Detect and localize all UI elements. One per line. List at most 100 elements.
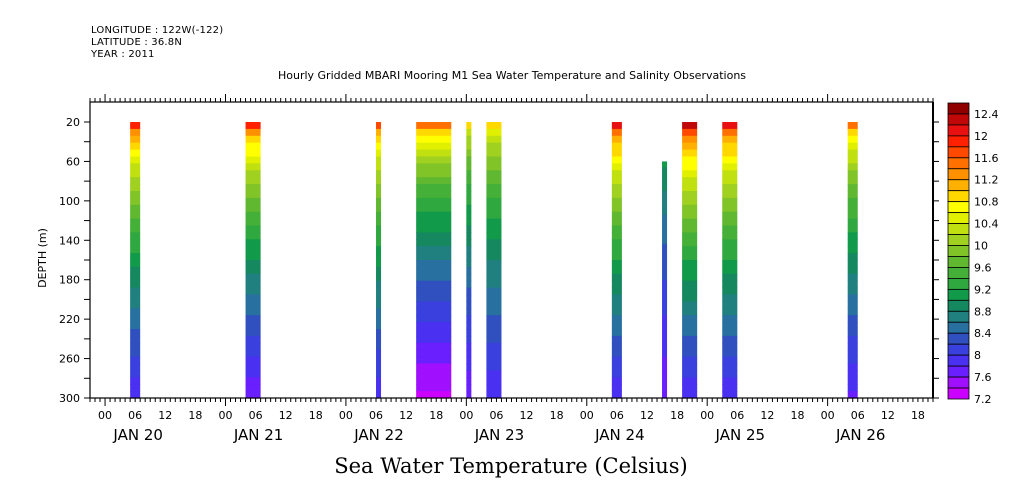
x-tick-label: 12 bbox=[640, 409, 654, 422]
temperature-cell bbox=[847, 342, 858, 351]
temperature-cell bbox=[416, 280, 452, 289]
temperature-cell bbox=[611, 177, 622, 185]
temperature-cell bbox=[682, 377, 698, 385]
temperature-cell bbox=[416, 232, 452, 240]
colorbar-swatch bbox=[947, 354, 970, 367]
temperature-cell bbox=[245, 301, 261, 309]
x-tick-label: 06 bbox=[489, 409, 503, 422]
temperature-cell bbox=[682, 218, 698, 227]
temperature-cell bbox=[466, 128, 472, 137]
temperature-cell bbox=[682, 239, 698, 247]
temperature-cell bbox=[611, 294, 622, 302]
x-tick-label: 06 bbox=[369, 409, 383, 422]
temperature-cell bbox=[611, 191, 622, 199]
temperature-cell bbox=[722, 266, 738, 275]
temperature-cell bbox=[466, 239, 472, 247]
temperature-cell bbox=[376, 260, 382, 268]
temperature-cell bbox=[130, 170, 141, 178]
temperature-cell bbox=[416, 363, 452, 371]
temperature-cell bbox=[376, 363, 382, 371]
temperature-cell bbox=[416, 218, 452, 227]
temperature-cell bbox=[245, 335, 261, 344]
x-day-label: JAN 26 bbox=[835, 426, 886, 444]
temperature-cell bbox=[662, 309, 668, 316]
x-tick-label: 12 bbox=[760, 409, 774, 422]
temperature-cell bbox=[847, 391, 858, 399]
temperature-cell bbox=[486, 225, 502, 233]
colorbar-swatch bbox=[947, 387, 970, 400]
temperature-cell bbox=[847, 232, 858, 240]
temperature-cell bbox=[245, 370, 261, 378]
temperature-cell bbox=[466, 273, 472, 282]
temperature-cell bbox=[130, 260, 141, 268]
temperature-cell bbox=[130, 273, 141, 282]
colorbar-swatch bbox=[947, 299, 970, 312]
temperature-cell bbox=[130, 322, 141, 330]
temperature-cell bbox=[245, 280, 261, 289]
temperature-cell bbox=[245, 315, 261, 323]
temperature-cell bbox=[416, 349, 452, 358]
temperature-cell bbox=[245, 391, 261, 399]
temperature-cell bbox=[682, 370, 698, 378]
temperature-cell bbox=[416, 308, 452, 316]
temperature-cell bbox=[662, 214, 668, 222]
temperature-cell bbox=[847, 335, 858, 344]
temperature-cell bbox=[611, 204, 622, 213]
temperature-cell bbox=[611, 308, 622, 316]
temperature-cell bbox=[245, 122, 261, 130]
temperature-cell bbox=[486, 149, 502, 158]
temperature-cell bbox=[611, 232, 622, 240]
temperature-cell bbox=[486, 266, 502, 275]
colorbar-swatch bbox=[947, 179, 970, 192]
temperature-cell bbox=[245, 197, 261, 206]
temperature-column bbox=[486, 122, 502, 399]
temperature-cell bbox=[682, 329, 698, 337]
colorbar-swatch bbox=[947, 310, 970, 323]
temperature-cell bbox=[847, 280, 858, 289]
temperature-cell bbox=[662, 250, 668, 257]
temperature-cell bbox=[662, 374, 668, 381]
temperature-cell bbox=[722, 260, 738, 268]
temperature-cell bbox=[662, 261, 668, 269]
temperature-cell bbox=[682, 170, 698, 178]
temperature-cell bbox=[416, 370, 452, 378]
temperature-cell bbox=[847, 218, 858, 227]
colorbar-swatch bbox=[947, 168, 970, 181]
temperature-cell bbox=[662, 285, 668, 293]
temperature-cell bbox=[662, 315, 668, 322]
temperature-cell bbox=[611, 239, 622, 247]
temperature-cell bbox=[722, 142, 738, 151]
temperature-cell bbox=[662, 327, 668, 334]
temperature-cell bbox=[611, 329, 622, 337]
colorbar-swatch bbox=[947, 146, 970, 159]
colorbar-label: 12 bbox=[974, 130, 988, 143]
temperature-cell bbox=[611, 342, 622, 351]
colorbar-swatch bbox=[947, 365, 970, 378]
colorbar-swatch bbox=[947, 212, 970, 224]
temperature-cell bbox=[130, 211, 141, 220]
temperature-cell bbox=[682, 356, 698, 365]
temperature-cell bbox=[662, 256, 668, 263]
chart-subtitle: Sea Water Temperature (Celsius) bbox=[334, 454, 688, 478]
temperature-cell bbox=[847, 122, 858, 130]
x-day-label: JAN 21 bbox=[233, 426, 284, 444]
temperature-cell bbox=[722, 122, 738, 130]
temperature-cell bbox=[662, 173, 668, 180]
temperature-cell bbox=[245, 384, 261, 392]
temperature-column bbox=[722, 122, 738, 399]
temperature-cell bbox=[722, 301, 738, 309]
temperature-cell bbox=[611, 273, 622, 282]
temperature-cell bbox=[847, 322, 858, 330]
temperature-cell bbox=[682, 197, 698, 206]
temperature-cell bbox=[416, 384, 452, 392]
temperature-cell bbox=[416, 322, 452, 330]
temperature-cell bbox=[682, 335, 698, 344]
temperature-cell bbox=[130, 356, 141, 365]
temperature-cell bbox=[245, 149, 261, 158]
temperature-cell bbox=[130, 184, 141, 192]
temperature-cell bbox=[416, 356, 452, 365]
y-tick-label: 300 bbox=[59, 392, 80, 405]
temperature-cell bbox=[376, 184, 382, 192]
x-tick-label: 12 bbox=[279, 409, 293, 422]
